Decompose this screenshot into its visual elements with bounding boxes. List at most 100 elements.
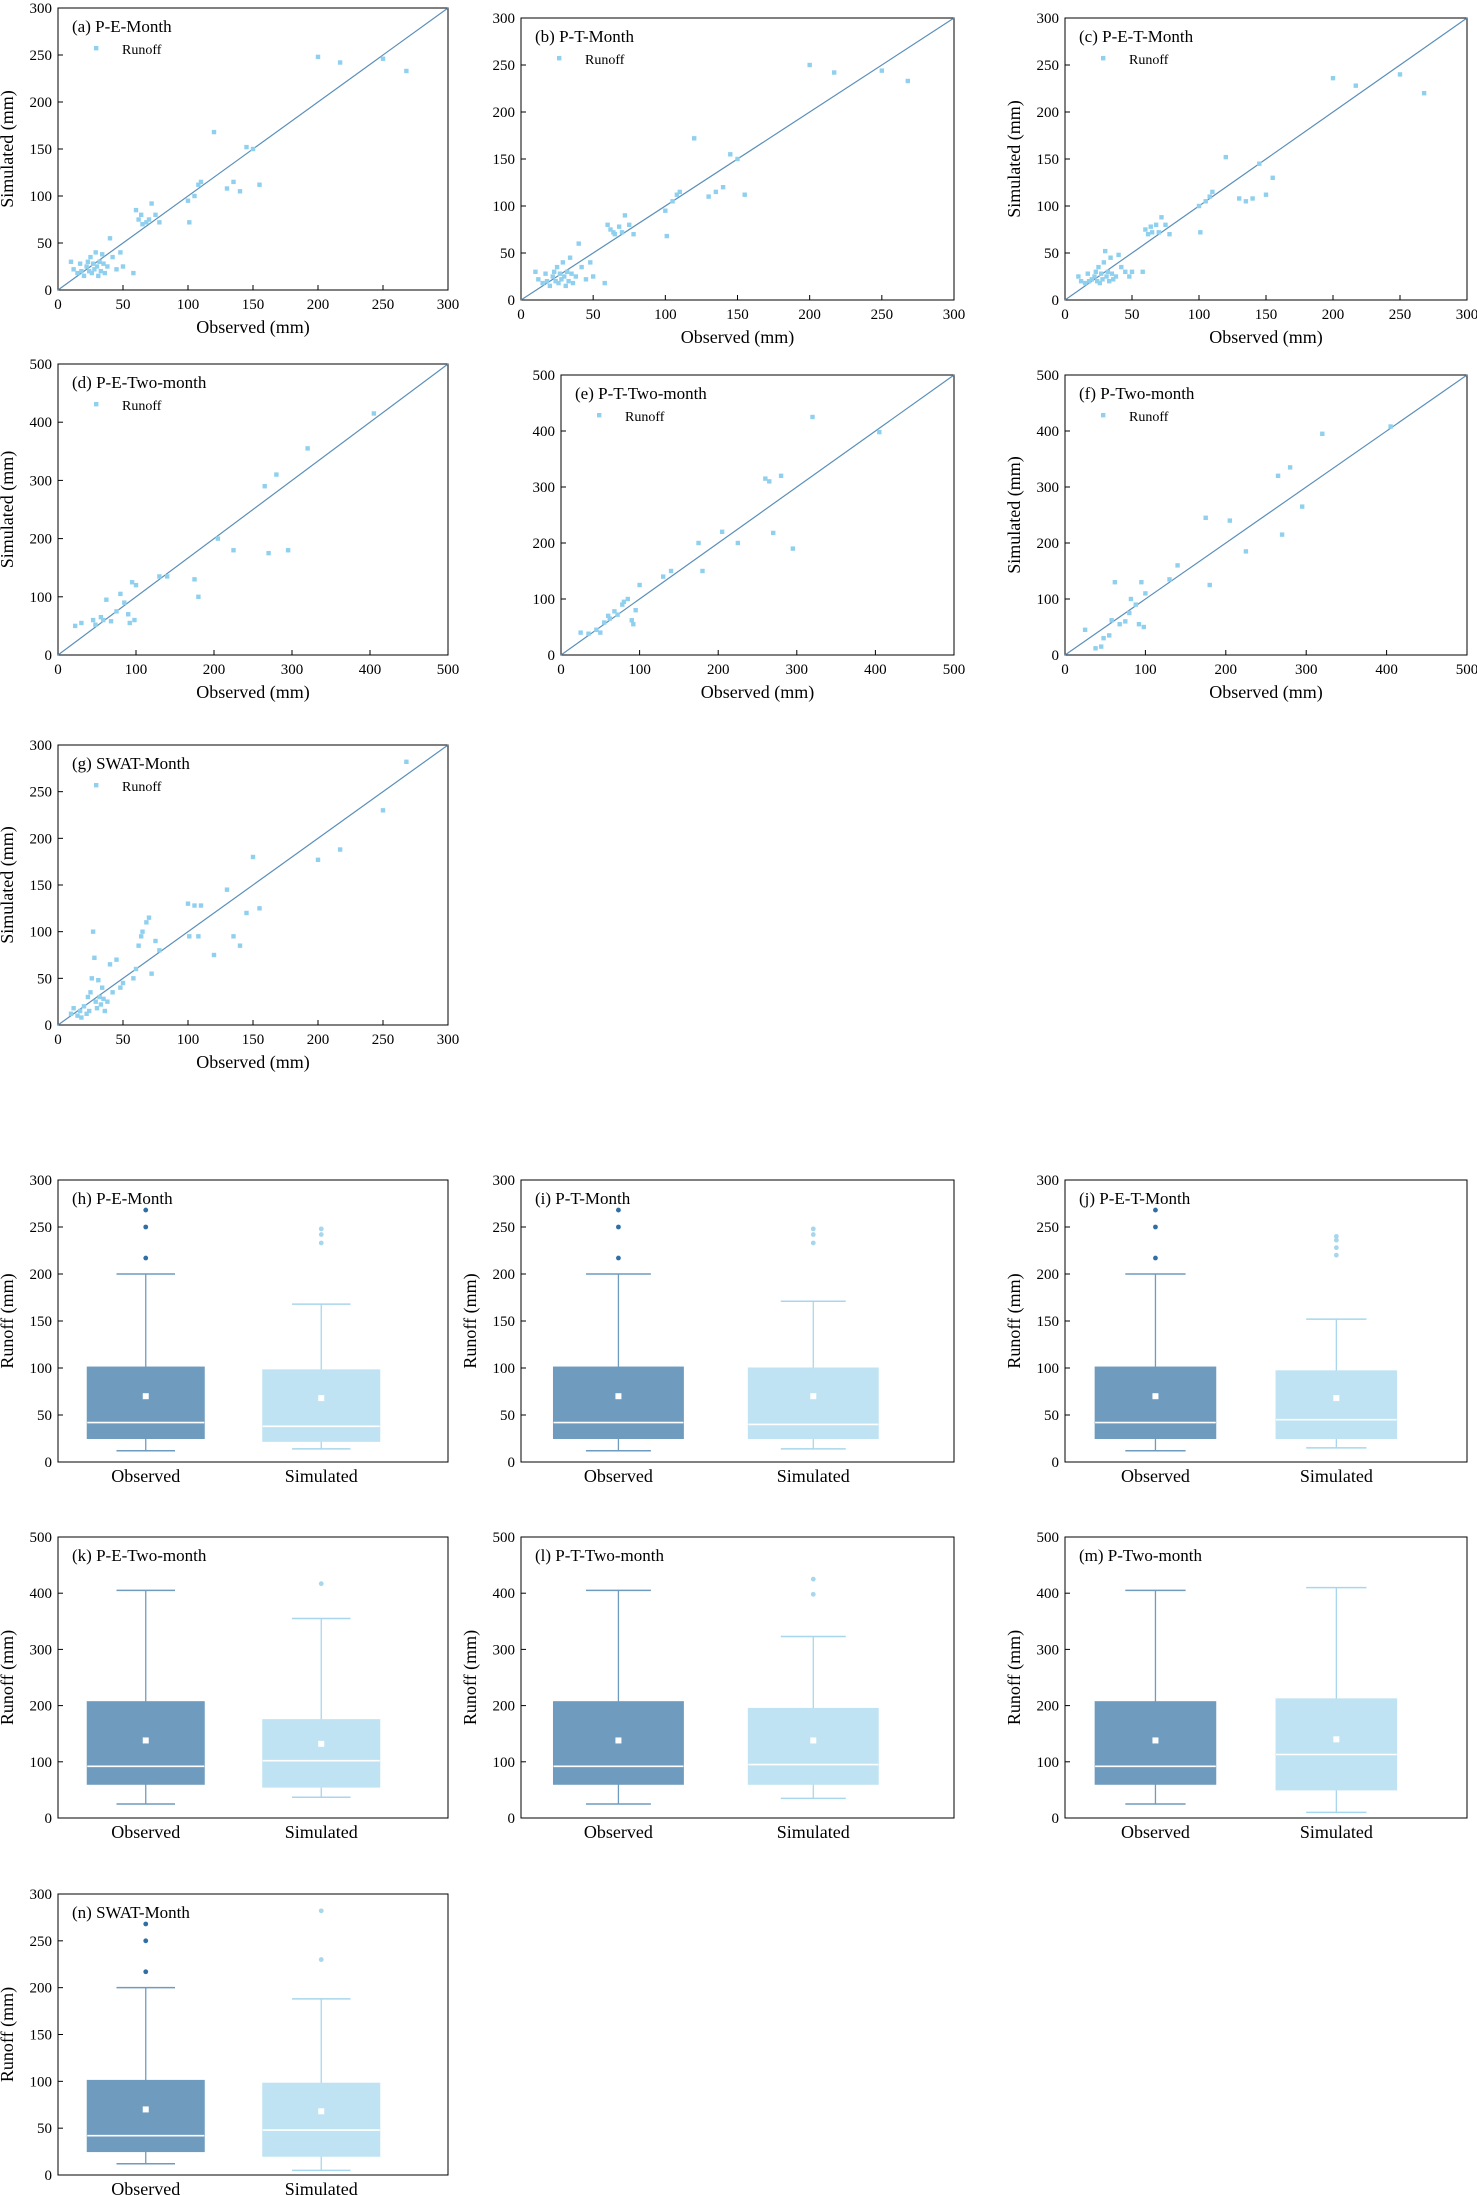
data-point xyxy=(1299,504,1305,509)
x-tick-label: 100 xyxy=(125,662,148,678)
data-point xyxy=(1085,271,1090,276)
y-axis-label: Simulated (mm) xyxy=(1004,456,1025,573)
identity-line xyxy=(57,744,449,1026)
x-axis-label: Observed (mm) xyxy=(196,317,309,338)
outlier-point xyxy=(1153,1207,1158,1213)
data-point xyxy=(544,279,550,284)
data-point xyxy=(1148,224,1153,229)
data-point xyxy=(100,252,105,257)
data-point xyxy=(677,189,682,195)
panel-title: (b) P-T-Month xyxy=(535,27,635,46)
y-tick-label: 100 xyxy=(30,1361,53,1377)
data-point xyxy=(211,952,217,958)
iqr-box xyxy=(747,1367,879,1439)
legend-marker xyxy=(1101,413,1106,418)
data-point xyxy=(1141,624,1146,630)
data-point xyxy=(660,574,666,579)
y-tick-label: 200 xyxy=(30,532,53,548)
x-axis-label: Observed (mm) xyxy=(1209,682,1322,703)
data-point xyxy=(533,269,538,274)
data-point xyxy=(87,269,92,274)
data-point xyxy=(692,136,697,141)
y-tick-label: 50 xyxy=(37,1408,52,1424)
data-point xyxy=(140,929,145,934)
panel-title: (k) P-E-Two-month xyxy=(72,1546,207,1565)
y-tick-label: 150 xyxy=(30,142,53,158)
x-tick-label: 0 xyxy=(517,307,525,323)
data-point xyxy=(84,1011,89,1016)
mean-marker xyxy=(1152,1737,1159,1744)
y-tick-label: 100 xyxy=(30,1755,53,1771)
data-point xyxy=(562,274,567,279)
y-tick-label: 300 xyxy=(1037,11,1060,27)
data-point xyxy=(133,582,139,588)
data-point xyxy=(1163,222,1168,227)
y-tick-label: 300 xyxy=(493,11,516,27)
data-point xyxy=(728,152,733,157)
data-point xyxy=(1103,248,1108,254)
data-point xyxy=(84,264,89,269)
data-point xyxy=(139,212,144,217)
data-point xyxy=(100,985,105,990)
legend-label: Runoff xyxy=(1129,53,1169,68)
mean-marker xyxy=(810,1737,817,1744)
mean-marker xyxy=(1333,1736,1340,1743)
legend-marker xyxy=(94,46,99,51)
data-point xyxy=(224,186,230,191)
y-axis-label: Simulated (mm) xyxy=(0,826,18,943)
data-point xyxy=(94,264,100,269)
data-point xyxy=(536,277,541,282)
y-axis-label: Simulated (mm) xyxy=(1004,100,1025,217)
data-point xyxy=(118,250,123,255)
category-label: Simulated xyxy=(1300,1822,1373,1842)
box-observed xyxy=(86,1589,205,1805)
data-point xyxy=(1104,274,1109,279)
data-point xyxy=(77,1008,83,1014)
mean-marker xyxy=(318,2108,325,2115)
data-point xyxy=(554,264,560,270)
data-point xyxy=(1093,646,1098,651)
panel-title: (l) P-T-Two-month xyxy=(535,1546,664,1565)
category-label: Observed xyxy=(1121,1822,1190,1842)
category-label: Simulated xyxy=(1300,1466,1373,1486)
data-point xyxy=(668,568,674,574)
plot-frame xyxy=(560,374,955,656)
data-point xyxy=(771,530,776,536)
data-point xyxy=(107,962,113,967)
data-point xyxy=(607,616,612,621)
data-point xyxy=(1136,622,1142,627)
data-point xyxy=(767,479,772,484)
data-point xyxy=(674,192,680,197)
panel-e: 0 100 200 300 400 500 (e) P-T-Two-month 0 100 200… xyxy=(533,368,966,703)
data-point xyxy=(224,887,230,892)
y-tick-label: 0 xyxy=(508,293,516,309)
data-point xyxy=(588,260,593,265)
y-tick-label: 150 xyxy=(1037,152,1060,168)
data-point xyxy=(1143,591,1148,596)
data-point xyxy=(127,620,132,626)
outlier-point xyxy=(810,1240,816,1246)
mean-marker xyxy=(810,1393,817,1400)
legend-label: Runoff xyxy=(122,43,162,58)
x-tick-label: 400 xyxy=(1375,662,1398,678)
data-point xyxy=(807,62,812,68)
outlier-point xyxy=(616,1207,621,1213)
data-point xyxy=(85,259,91,264)
data-point xyxy=(1108,255,1113,260)
data-point xyxy=(790,546,796,551)
y-tick-label: 100 xyxy=(1037,1755,1060,1771)
outlier-point xyxy=(810,1576,816,1582)
outlier-point xyxy=(810,1232,816,1237)
data-point xyxy=(75,270,80,276)
legend-label: Runoff xyxy=(122,399,162,414)
data-point xyxy=(153,212,158,217)
data-point xyxy=(1117,622,1122,627)
data-point xyxy=(1111,277,1116,282)
category-label: Simulated xyxy=(285,2179,358,2195)
data-point xyxy=(131,270,136,276)
y-axis-label: Simulated (mm) xyxy=(0,451,18,568)
data-point xyxy=(71,267,76,272)
outlier-point xyxy=(143,1938,149,1944)
data-point xyxy=(778,473,784,478)
